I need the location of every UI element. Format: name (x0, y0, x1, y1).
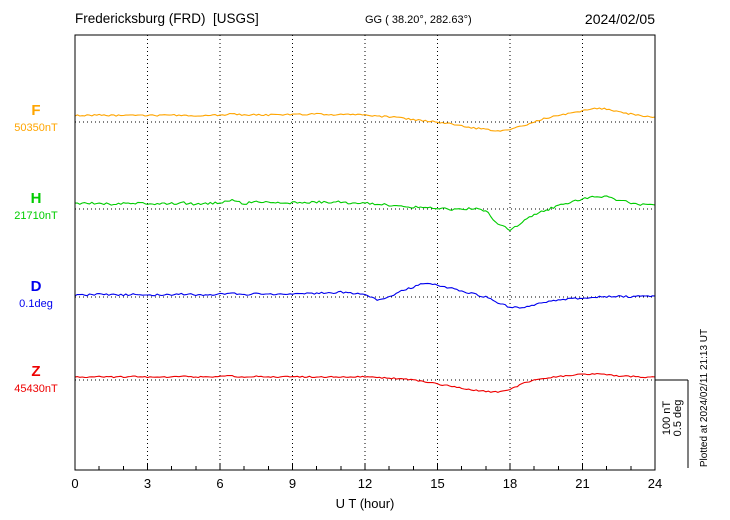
trace-Z (74, 372, 656, 393)
series-label-H: H 21710nT (4, 191, 68, 222)
x-tick-label: 15 (430, 476, 445, 491)
station-title: Fredericksburg (FRD) [USGS] (75, 11, 259, 26)
plot-frame (74, 34, 656, 471)
trace-D (74, 282, 656, 309)
series-letter-Z: Z (31, 363, 41, 380)
plot-date: 2024/02/05 (584, 11, 655, 27)
series-letter-D: D (30, 278, 42, 295)
series-baseline-F: 50350nT (14, 122, 58, 134)
series-baseline-D: 0.1deg (19, 298, 53, 310)
scale-bar-labels: 100 nT 0.5 deg (661, 388, 684, 448)
x-tick-label: 9 (288, 476, 297, 491)
x-tick-label: 3 (143, 476, 152, 491)
scale-deg-label: 0.5 deg (672, 399, 684, 437)
trace-H (74, 195, 656, 232)
series-label-F: F 50350nT (4, 103, 68, 134)
series-label-Z: Z 45430nT (4, 364, 68, 395)
plotted-at-note: Plotted at 2024/02/11 21:13 UT (699, 328, 710, 468)
x-tick-label: 24 (647, 476, 663, 491)
trace-F (74, 107, 656, 132)
x-tick-label: 0 (71, 476, 79, 491)
x-axis-label: U T (hour) (335, 496, 395, 511)
x-tick-label: 6 (216, 476, 224, 491)
x-tick-label: 12 (357, 476, 373, 491)
series-baseline-H: 21710nT (14, 210, 58, 222)
series-label-D: D 0.1deg (4, 279, 68, 310)
x-tick-label: 21 (575, 476, 590, 491)
x-tick-label: 18 (502, 476, 518, 491)
series-baseline-Z: 45430nT (14, 383, 58, 395)
series-letter-F: F (31, 102, 41, 119)
series-letter-H: H (30, 190, 42, 207)
geographic-coordinates: GG ( 38.20°, 282.63°) (365, 14, 472, 26)
